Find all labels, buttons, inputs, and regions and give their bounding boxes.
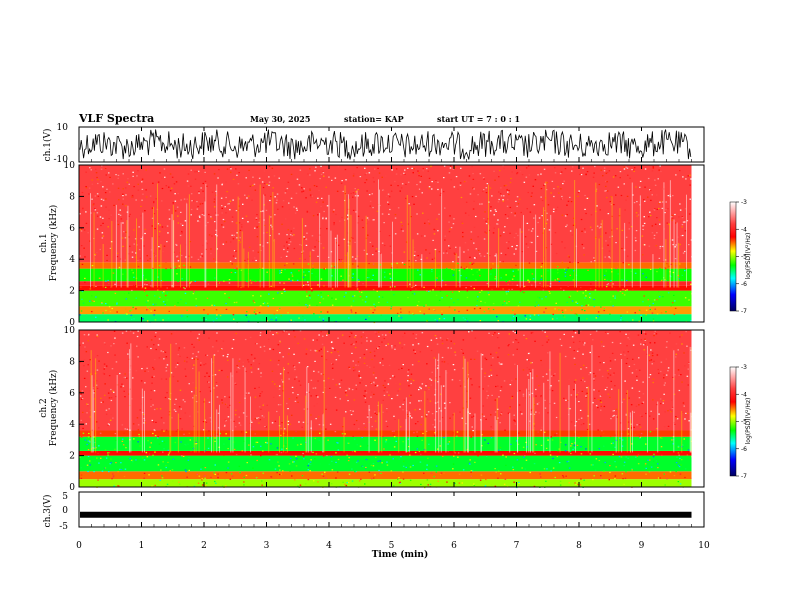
ch3-ytick-bottom: -5 <box>59 522 68 532</box>
spec-ytick-label: 10 <box>64 161 76 171</box>
spec-ytick-label: 8 <box>69 357 75 367</box>
ch1-spec-ylabel-line1: ch.1 <box>39 233 49 252</box>
colorbar-tick-label: -5 <box>741 254 747 261</box>
spec-band-4 <box>79 436 692 451</box>
x-tick-label: 4 <box>326 541 332 551</box>
spec-band-1 <box>79 306 692 315</box>
spec-ytick-label: 6 <box>69 224 75 234</box>
colorbar-tick-label: -3 <box>741 364 747 371</box>
ch3-ylabel: ch.3(V) <box>42 495 53 528</box>
ch1-ytick-top: 10 <box>57 123 69 133</box>
colorbar-tick-label: -6 <box>741 446 747 453</box>
x-axis: 0 1 2 3 4 5 6 7 8 9 10 <box>76 127 710 551</box>
spec-band-3 <box>79 450 692 456</box>
ch2-spec-ylabel-line2: Frequency (kHz) <box>48 370 59 447</box>
spec-band-7 <box>79 165 692 263</box>
ch1-spec-ylabel-line2: Frequency (kHz) <box>48 205 59 282</box>
spec-band-1 <box>79 471 692 480</box>
spec-band-3 <box>79 285 692 291</box>
ch1-waveform-trace <box>79 129 692 160</box>
spec-ytick-label: 8 <box>69 192 75 202</box>
figure-title: VLF Spectra <box>78 112 154 125</box>
spec-band-4 <box>79 281 692 286</box>
spec-band-2 <box>79 455 692 472</box>
ch1-waveform-panel: 10 -10 ch.1(V) <box>42 123 705 165</box>
station-label: station= KAP <box>344 114 404 124</box>
spec-band-0 <box>79 479 692 487</box>
spec-ytick-label: 4 <box>69 420 75 430</box>
x-tick-label: 1 <box>139 541 145 551</box>
ch2-colorbar <box>729 366 737 477</box>
colorbar-tick-label: -3 <box>741 199 747 206</box>
spec-ytick-label: 2 <box>69 452 75 462</box>
spec-band-6 <box>79 330 692 431</box>
ch1-colorbar-label: log(PSD)(V²/Hz) <box>745 233 752 280</box>
spec-ytick-label: 10 <box>64 326 76 336</box>
x-tick-label: 5 <box>389 541 395 551</box>
spec-band-5 <box>79 268 692 282</box>
spec-ytick-label: 4 <box>69 255 75 265</box>
ch2-colorbar-label: log(PSD)(V²/Hz) <box>745 398 752 445</box>
colorbar-tick-label: -4 <box>741 391 747 398</box>
date-label: May 30, 2025 <box>250 114 310 124</box>
x-tick-label: 7 <box>514 541 520 551</box>
colorbar-tick-label: -5 <box>741 419 747 426</box>
x-tick-label: 6 <box>451 541 457 551</box>
x-tick-label: 2 <box>201 541 207 551</box>
colorbar-tick-label: -7 <box>741 473 747 480</box>
ch3-ytick-mid: 0 <box>62 506 68 516</box>
spec-band-0 <box>79 314 692 322</box>
spec-band-6 <box>79 262 692 269</box>
start-time-label: start UT = 7 : 0 : 1 <box>437 114 520 124</box>
ch2-spec-ylabel-line1: ch.2 <box>39 398 49 417</box>
spec-band-2 <box>79 290 692 307</box>
x-tick-label: 3 <box>264 541 270 551</box>
spec-band-5 <box>79 430 692 437</box>
x-tick-label: 10 <box>698 541 710 551</box>
x-tick-label: 8 <box>576 541 582 551</box>
ch3-waveform-trace <box>80 511 692 518</box>
x-axis-label: Time (min) <box>372 549 429 560</box>
ch1-ylabel: ch.1(V) <box>42 129 53 162</box>
ch3-waveform-panel: 5 0 -5 ch.3(V) <box>42 491 705 532</box>
spec-ytick-label: 0 <box>69 483 75 493</box>
ch3-ytick-top: 5 <box>62 492 68 502</box>
spec-ytick-label: 6 <box>69 389 75 399</box>
ch1-spectrogram-image <box>79 165 704 324</box>
colorbar-tick-label: -6 <box>741 281 747 288</box>
ch1-ytick-bottom: -10 <box>54 155 69 165</box>
x-tick-label: 0 <box>76 541 82 551</box>
spec-ytick-label: 2 <box>69 287 75 297</box>
ch2-spectrogram-image <box>79 330 704 489</box>
ch1-colorbar <box>729 201 737 312</box>
colorbar-tick-label: -7 <box>741 308 747 315</box>
colorbar-tick-label: -4 <box>741 226 747 233</box>
x-tick-label: 9 <box>639 541 645 551</box>
spec-ytick-label: 0 <box>69 318 75 328</box>
